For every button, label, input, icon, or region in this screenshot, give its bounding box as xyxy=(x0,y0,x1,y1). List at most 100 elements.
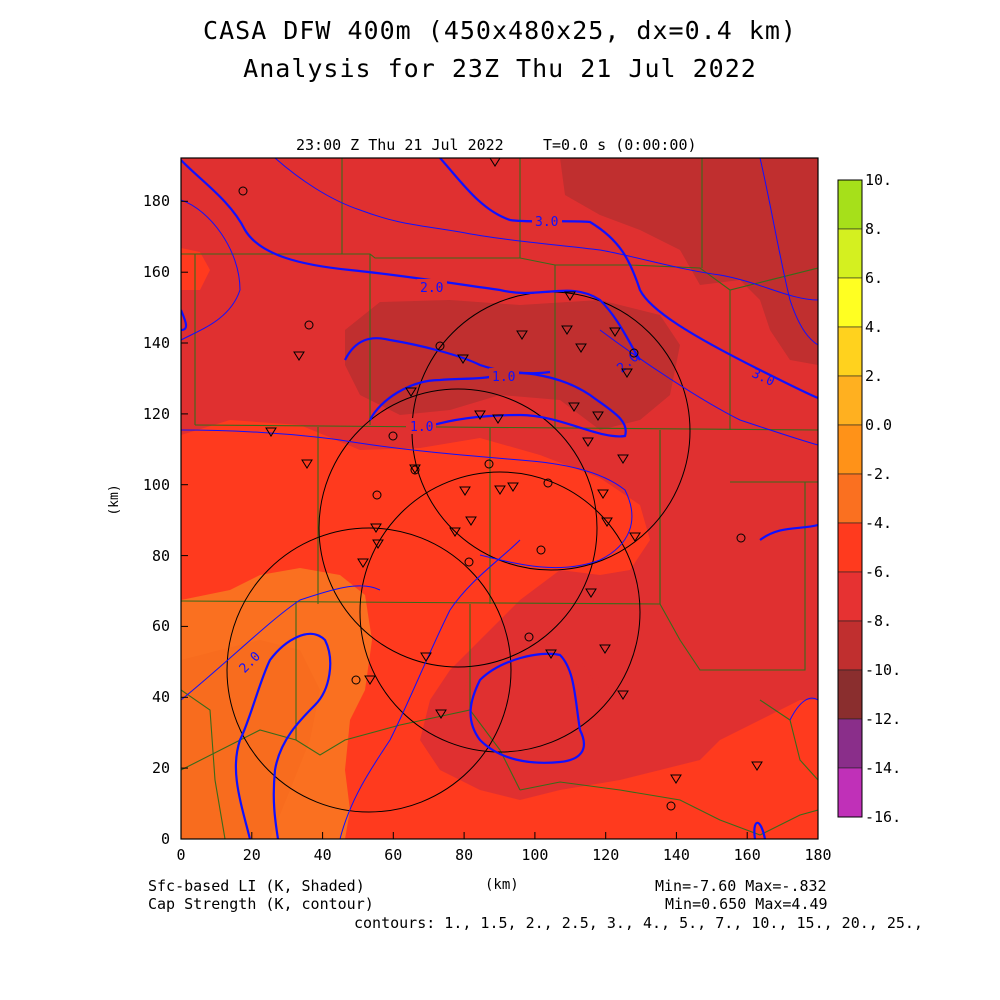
colorbar-label: -16. xyxy=(865,808,901,826)
y-tick-label: 120 xyxy=(143,405,170,423)
contour-label: 2.0 xyxy=(420,281,443,296)
contour-label: 1.0 xyxy=(410,420,433,435)
y-tick-label: 100 xyxy=(143,476,170,494)
map-title-line1: CASA DFW 400m (450x480x25, dx=0.4 km) xyxy=(203,16,797,45)
station-marker xyxy=(494,485,506,495)
shade-region-sw-orange-core xyxy=(181,640,320,839)
x-tick-label: 160 xyxy=(734,846,761,864)
colorbar-swatch xyxy=(837,767,863,818)
colorbar-labels: 10. 8. 6. 4. 2. 0.0 -2. -4. -6. -8. -10. -12. -14. -1… xyxy=(865,171,901,826)
station-marker xyxy=(372,539,384,549)
station-marker xyxy=(736,533,746,543)
station-marker xyxy=(351,675,361,685)
y-tick-labels: 0 20 40 60 80 100 120 140 160 180 xyxy=(143,192,170,848)
valid-time-label: 23:00 Z Thu 21 Jul 2022 xyxy=(296,136,504,154)
shaded-field-stats: Min=-7.60 Max=-.832 xyxy=(655,877,827,895)
station-marker xyxy=(599,644,611,654)
station-marker xyxy=(474,410,486,420)
station-marker xyxy=(370,523,382,533)
contour-label: 1.0 xyxy=(492,370,515,385)
contour-label: 3.0 xyxy=(535,215,558,230)
station-markers-triangles xyxy=(265,157,763,784)
station-marker xyxy=(492,414,504,424)
station-marker xyxy=(459,486,471,496)
station-marker xyxy=(409,464,421,474)
x-tick-label: 80 xyxy=(455,846,473,864)
station-marker xyxy=(543,478,553,488)
station-marker xyxy=(561,325,573,335)
colorbar-label: -14. xyxy=(865,759,901,777)
station-marker xyxy=(265,427,277,437)
station-marker xyxy=(507,482,519,492)
y-tick-label: 160 xyxy=(143,263,170,281)
y-tick-label: 140 xyxy=(143,334,170,352)
colorbar-swatch xyxy=(837,620,863,671)
county-boundaries xyxy=(181,158,818,839)
station-marker xyxy=(575,343,587,353)
station-marker xyxy=(465,516,477,526)
station-marker xyxy=(666,801,676,811)
station-marker xyxy=(670,774,682,784)
station-marker xyxy=(449,527,461,537)
colorbar-swatch xyxy=(837,375,863,426)
y-tick-label: 80 xyxy=(152,547,170,565)
station-marker xyxy=(592,411,604,421)
colorbar-label: 2. xyxy=(865,367,883,385)
plot-frame xyxy=(180,157,819,840)
colorbar-swatch xyxy=(837,277,863,328)
station-marker xyxy=(372,490,382,500)
station-marker xyxy=(751,761,763,771)
x-tick-label: 0 xyxy=(176,846,185,864)
station-marker xyxy=(435,341,445,351)
station-marker xyxy=(364,675,376,685)
colorbar-label: -8. xyxy=(865,612,892,630)
colorbar-label: -10. xyxy=(865,661,901,679)
x-tick-label: 180 xyxy=(804,846,831,864)
y-axis-label: (km) xyxy=(107,484,122,515)
station-marker xyxy=(410,465,420,475)
station-marker xyxy=(609,327,621,337)
station-marker xyxy=(435,709,447,719)
station-marker xyxy=(484,459,494,469)
colorbar-swatch xyxy=(837,522,863,573)
colorbar-label: 4. xyxy=(865,318,883,336)
station-marker xyxy=(545,649,557,659)
y-tick-label: 20 xyxy=(152,759,170,777)
shaded-field xyxy=(181,158,818,839)
x-tick-label: 20 xyxy=(243,846,261,864)
x-tick-label: 60 xyxy=(384,846,402,864)
colorbar-label: -12. xyxy=(865,710,901,728)
contour-levels-list: contours: 1., 1.5, 2., 2.5, 3., 4., 5., … xyxy=(354,914,923,932)
colorbar-label: 10. xyxy=(865,171,892,189)
station-marker xyxy=(238,186,248,196)
x-tick-label: 120 xyxy=(592,846,619,864)
station-marker xyxy=(617,454,629,464)
shaded-field-label: Sfc-based LI (K, Shaded) xyxy=(148,877,365,895)
station-marker xyxy=(601,517,613,527)
colorbar-label: -6. xyxy=(865,563,892,581)
colorbar-label: 6. xyxy=(865,269,883,287)
colorbar-swatch xyxy=(837,473,863,524)
station-marker xyxy=(301,459,313,469)
y-tick-label: 40 xyxy=(152,688,170,706)
axis-ticks xyxy=(180,200,819,840)
x-tick-label: 140 xyxy=(663,846,690,864)
station-marker xyxy=(293,351,305,361)
x-tick-labels: 0 20 40 60 80 100 120 140 160 180 xyxy=(176,846,831,864)
station-marker xyxy=(464,557,474,567)
station-marker xyxy=(582,437,594,447)
shade-region-south-pocket xyxy=(460,648,720,778)
colorbar-label: 8. xyxy=(865,220,883,238)
station-marker xyxy=(617,690,629,700)
colorbar-swatch xyxy=(837,571,863,622)
colorbar-label: -2. xyxy=(865,465,892,483)
station-marker xyxy=(524,632,534,642)
colorbar-swatch xyxy=(837,228,863,279)
colorbar-label: 0.0 xyxy=(865,416,892,434)
station-marker xyxy=(405,387,417,397)
colorbar-swatch xyxy=(837,179,863,230)
colorbar-swatch xyxy=(837,718,863,769)
x-tick-label: 40 xyxy=(314,846,332,864)
map-title-line2: Analysis for 23Z Thu 21 Jul 2022 xyxy=(243,54,757,83)
